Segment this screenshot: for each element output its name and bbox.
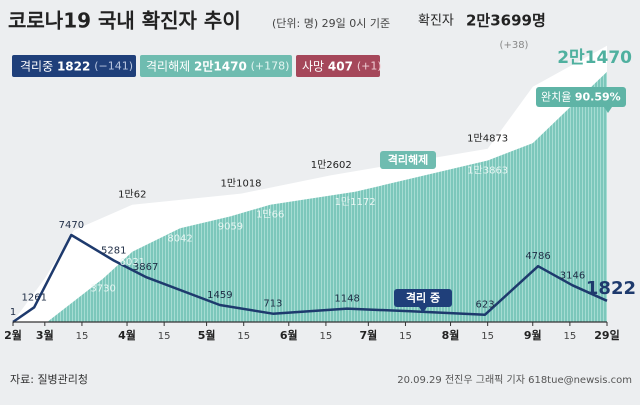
data-label: 2만1470 — [557, 48, 632, 68]
data-label: 1만1018 — [221, 178, 262, 190]
legend-value: 2만1470 — [194, 58, 247, 73]
tag-box — [536, 87, 626, 107]
x-tick-label: 15 — [399, 331, 412, 342]
headline-label: 확진자 — [418, 14, 454, 29]
legend-box — [140, 55, 292, 77]
tag-box — [380, 151, 436, 169]
x-tick-label: 3월 — [36, 328, 54, 342]
headline-value: 2만3699명 — [466, 12, 546, 30]
legend-value: 407 — [328, 59, 353, 73]
data-label: 1148 — [334, 294, 359, 305]
data-label: 7470 — [59, 220, 84, 231]
data-label: 1261 — [21, 292, 46, 303]
x-tick-label: 2월 — [4, 328, 22, 342]
data-label: 1만62 — [118, 189, 146, 201]
tag-isolated: 격리 중 — [406, 291, 440, 305]
x-tick-label: 8월 — [442, 328, 460, 342]
data-label: 3730 — [90, 284, 115, 295]
credit: 20.09.29 전진우 그래픽 기자 618tue@newsis.com — [397, 374, 632, 386]
source: 자료: 질병관리청 — [10, 373, 88, 386]
x-tick-label: 4월 — [118, 328, 136, 342]
legend-entry: 사망 407 (+1) — [302, 59, 382, 73]
legend-value: 1822 — [57, 59, 90, 73]
annotations: 격리해제 격리 중 완치율 90.59% — [380, 87, 626, 313]
legend-entry: 격리해제 2만1470 (+178) — [146, 58, 289, 73]
x-tick-label: 15 — [158, 331, 171, 342]
data-label: 1만66 — [256, 209, 284, 221]
data-label: 1822 — [586, 278, 636, 299]
data-label: 1459 — [207, 290, 232, 301]
data-label: 1만1172 — [335, 196, 376, 208]
x-tick-label: 9월 — [524, 328, 542, 342]
tag-pointer — [419, 307, 427, 313]
data-label: 24 — [41, 327, 54, 338]
plot: 1만62 1만1018 1만2602 1만4873 24 3730 6021 8042 9059… — [4, 45, 636, 342]
recovery-value: 90.59% — [575, 91, 621, 104]
data-label: 3867 — [133, 262, 158, 273]
data-label: 9059 — [218, 221, 243, 232]
chart-subtitle: (단위: 명) 29일 0시 기준 — [272, 16, 390, 30]
data-label: 1만4873 — [467, 133, 508, 145]
tag-pointer — [604, 107, 612, 113]
area — [13, 71, 607, 322]
x-tick-label: 15 — [481, 331, 494, 342]
legend-box — [12, 55, 136, 77]
headline-change: (+38) — [500, 40, 529, 51]
data-label: 1 — [10, 307, 16, 318]
data-label: 4786 — [525, 251, 550, 262]
x-tick-label: 6월 — [280, 328, 298, 342]
data-label: 3146 — [560, 270, 585, 281]
x-tick-label: 7월 — [359, 328, 377, 342]
legend-change: (+1) — [357, 60, 382, 73]
recovery-label: 완치율 — [541, 91, 571, 104]
data-label: 713 — [263, 299, 282, 310]
line — [12, 233, 608, 324]
legend-name: 사망 — [302, 59, 324, 73]
data-label: 1만2602 — [311, 159, 352, 171]
recovery-rate: 완치율 90.59% — [541, 91, 621, 104]
data-label: 1만3863 — [467, 164, 508, 176]
x-tick-label: 5월 — [198, 328, 216, 342]
legend-name: 격리해제 — [146, 59, 190, 73]
legend-change: (−141) — [94, 60, 133, 73]
x-tick-label: 15 — [76, 331, 89, 342]
x-tick-label: 15 — [564, 331, 577, 342]
legend-entry: 격리중 1822 (−141) — [20, 59, 133, 73]
legend: 격리중 1822 (−141) 격리해제 2만1470 (+178) 사망 40… — [12, 55, 382, 77]
data-label: 6021 — [120, 257, 145, 268]
x-tick-label: 29일 — [594, 328, 619, 342]
x-tick-label: 15 — [237, 331, 250, 342]
legend-change: (+178) — [251, 60, 290, 73]
chart-title: 코로나19 국내 확진자 추이 — [8, 9, 241, 33]
tag-released: 격리해제 — [388, 153, 428, 167]
tag-box — [394, 289, 452, 307]
data-label: 623 — [475, 300, 494, 311]
x-tick-label: 15 — [320, 331, 333, 342]
legend-name: 격리중 — [20, 59, 53, 73]
legend-box — [296, 55, 380, 77]
data-label: 8042 — [167, 233, 192, 244]
data-label: 5281 — [101, 245, 126, 256]
